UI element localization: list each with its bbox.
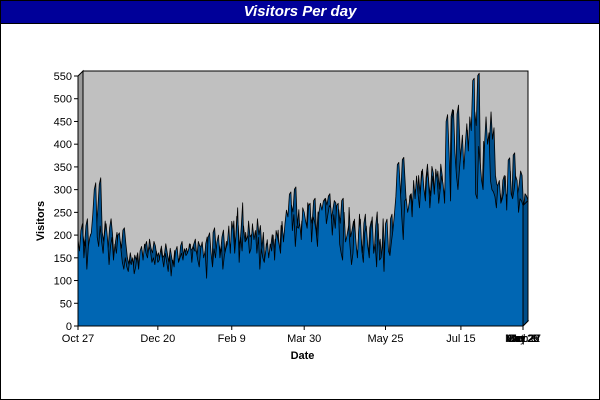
y-tick-label: 100 <box>54 276 72 288</box>
x-tick-label: Sep 1 <box>509 333 538 345</box>
y-tick-label: 0 <box>66 321 72 333</box>
x-tick-label: Dec 20 <box>140 333 175 345</box>
area-end-cap <box>522 199 529 328</box>
chart-plot: 0 50 100 150 200 250 300 350 400 450 500 550 Oct 27 D… <box>35 69 541 362</box>
x-tick-label: Oct 27 <box>62 333 94 345</box>
y-tick-label: 250 <box>54 207 72 219</box>
x-axis-title: Date <box>291 350 315 362</box>
y-tick-label: 400 <box>54 139 72 151</box>
x-tick-label: Mar 22 <box>506 333 540 345</box>
y-tick-label: 450 <box>54 116 72 128</box>
y-tick-label: 350 <box>54 162 72 174</box>
x-tick-label: Jan 28 <box>506 333 539 345</box>
chart-title: Visitors Per day <box>1 1 599 24</box>
y-tick-label: 300 <box>54 185 72 197</box>
x-tick-label: Feb 9 <box>218 333 246 345</box>
x-tick-label: May 25 <box>367 333 403 345</box>
y-tick-label: 150 <box>54 253 72 265</box>
y-tick-label: 50 <box>60 298 72 310</box>
x-tick-label: Jul 2 <box>511 333 534 345</box>
y-tick-label: 200 <box>54 230 72 242</box>
x-tick-label: Jul 15 <box>446 333 475 345</box>
area-series <box>77 77 524 327</box>
y-tick-label: 500 <box>54 94 72 106</box>
x-tick-label: May 17 <box>505 333 541 345</box>
x-tick-label: Mar 30 <box>287 333 321 345</box>
x-tick-label: Oct 20 <box>507 333 539 345</box>
y-axis-title: Visitors <box>35 201 47 241</box>
x-tick-label: Dec 9 <box>509 333 538 345</box>
y-tick-label: 550 <box>54 71 72 83</box>
